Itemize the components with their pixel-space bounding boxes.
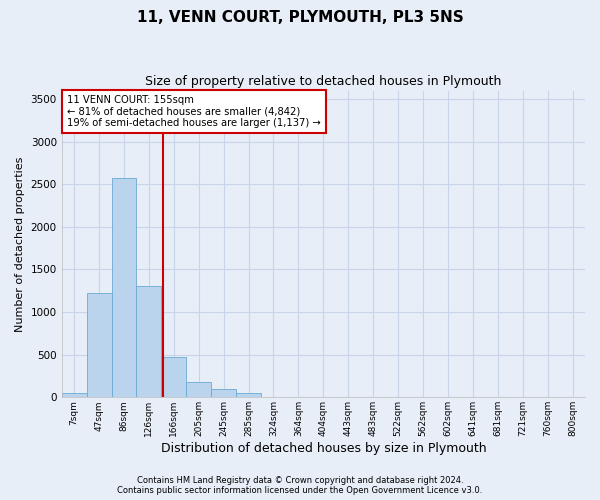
Bar bbox=[236, 394, 261, 398]
X-axis label: Distribution of detached houses by size in Plymouth: Distribution of detached houses by size … bbox=[161, 442, 486, 455]
Bar bbox=[161, 357, 186, 398]
Bar bbox=[86, 294, 112, 398]
Bar bbox=[186, 382, 211, 398]
Y-axis label: Number of detached properties: Number of detached properties bbox=[15, 156, 25, 332]
Bar bbox=[112, 178, 136, 398]
Bar bbox=[62, 393, 86, 398]
Text: 11 VENN COURT: 155sqm
← 81% of detached houses are smaller (4,842)
19% of semi-d: 11 VENN COURT: 155sqm ← 81% of detached … bbox=[67, 95, 320, 128]
Text: Contains HM Land Registry data © Crown copyright and database right 2024.
Contai: Contains HM Land Registry data © Crown c… bbox=[118, 476, 482, 495]
Title: Size of property relative to detached houses in Plymouth: Size of property relative to detached ho… bbox=[145, 75, 502, 88]
Bar bbox=[136, 286, 161, 398]
Bar bbox=[211, 389, 236, 398]
Text: 11, VENN COURT, PLYMOUTH, PL3 5NS: 11, VENN COURT, PLYMOUTH, PL3 5NS bbox=[137, 10, 463, 25]
